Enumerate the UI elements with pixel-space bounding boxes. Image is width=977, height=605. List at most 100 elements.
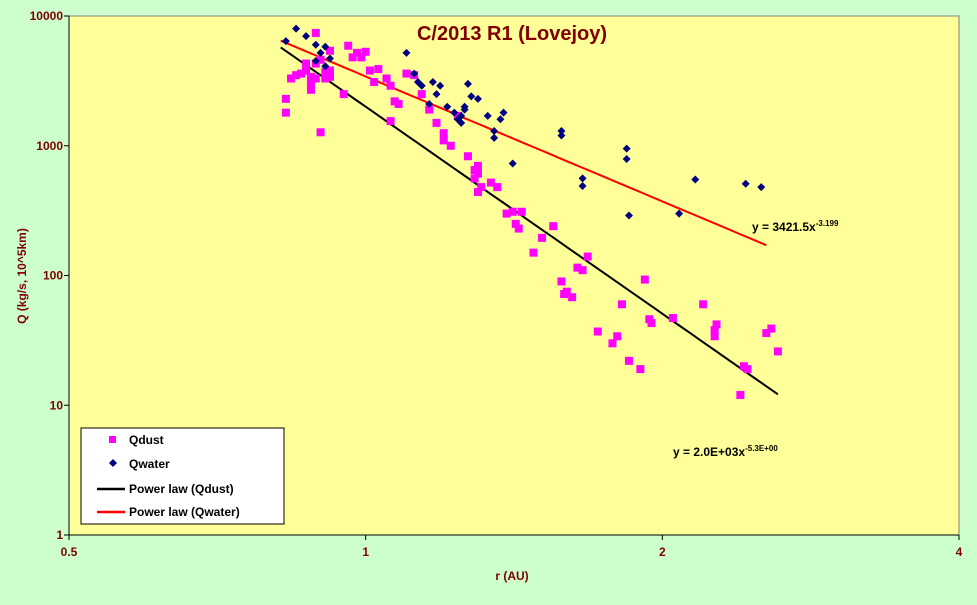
qdust-point	[477, 183, 486, 192]
qdust-point	[316, 55, 325, 64]
qwater-point	[622, 155, 631, 164]
qdust-point	[549, 222, 558, 231]
qwater-point	[410, 69, 419, 78]
qdust-point	[767, 324, 776, 333]
qdust-point	[517, 207, 526, 216]
qwater-point	[316, 48, 325, 57]
qdust-point	[306, 79, 315, 88]
qwater-point	[757, 183, 766, 192]
qwater-point	[741, 179, 750, 188]
qdust-point	[624, 356, 633, 365]
qdust-point	[306, 85, 315, 94]
qdust-point	[325, 72, 334, 81]
points-layer	[281, 24, 782, 399]
qwater-point	[311, 40, 320, 49]
qdust-point	[578, 266, 587, 275]
qdust-point	[287, 74, 296, 83]
qwater-point	[496, 115, 505, 124]
qdust-point	[321, 74, 330, 83]
water-fit-equation-base: y = 3421.5x	[752, 220, 816, 234]
qdust-point	[365, 66, 374, 75]
x-tick-label: 1	[362, 545, 369, 559]
qwater-point	[557, 126, 566, 135]
qwater-point	[457, 111, 466, 120]
qdust-point	[710, 332, 719, 341]
qdust-point	[699, 300, 708, 309]
water-fit-line	[280, 39, 767, 247]
qdust-point	[321, 68, 330, 77]
qdust-point	[710, 326, 719, 335]
qdust-point	[736, 390, 745, 399]
qwater-point	[425, 99, 434, 108]
qwater-point	[428, 77, 437, 86]
qdust-point	[617, 300, 626, 309]
x-tick-label: 4	[956, 545, 963, 559]
qdust-point	[394, 99, 403, 108]
qdust-point	[511, 219, 520, 228]
qdust-point	[502, 209, 511, 218]
qdust-point	[292, 71, 301, 80]
axes-layer: 0.5 1 2 4 1 10 100 1000 10000	[30, 9, 963, 559]
qdust-point	[593, 327, 602, 336]
qdust-point	[562, 287, 571, 296]
qdust-point	[432, 118, 441, 127]
chart-title: C/2013 R1 (Lovejoy)	[417, 23, 607, 45]
qdust-point	[613, 332, 622, 341]
qdust-point	[773, 347, 782, 356]
qdust-point	[370, 77, 379, 86]
qwater-point	[675, 209, 684, 218]
qwater-point	[499, 108, 508, 117]
qdust-point	[583, 252, 592, 261]
x-tick-label: 2	[659, 545, 666, 559]
qwater-point	[460, 105, 469, 114]
qwater-point	[432, 90, 441, 99]
qdust-point	[281, 94, 290, 103]
legend-qwater-label: Qwater	[129, 457, 170, 471]
qdust-point	[573, 263, 582, 272]
qdust-point	[316, 128, 325, 137]
y-tick-label: 100	[43, 269, 63, 283]
legend: Qdust Qwater Power law (Qdust) Power law…	[80, 427, 285, 525]
qdust-point	[417, 90, 426, 99]
qdust-point	[297, 69, 306, 78]
qdust-point	[439, 129, 448, 138]
qwater-point	[467, 92, 476, 101]
qwater-point	[457, 118, 466, 127]
qdust-point	[348, 53, 357, 62]
legend-qdust-marker	[109, 436, 116, 443]
x-tick-label: 0.5	[61, 545, 78, 559]
qdust-point	[353, 48, 362, 57]
qwater-point	[325, 54, 334, 63]
qdust-point	[647, 319, 656, 328]
qwater-point	[624, 211, 633, 220]
qwater-point	[578, 174, 587, 183]
water-fit-equation-exponent: -3.199	[816, 219, 839, 228]
trendline-layer	[280, 39, 779, 396]
qwater-point	[443, 102, 452, 111]
qdust-point	[374, 65, 383, 74]
qdust-point	[357, 53, 366, 62]
qdust-point	[557, 277, 566, 286]
qdust-point	[640, 275, 649, 284]
legend-qwater-marker	[109, 459, 117, 467]
qwater-point	[508, 159, 517, 168]
dust-fit-equation: y = 2.0E+03x-5.3E+00	[673, 444, 778, 459]
y-tick-label: 10000	[30, 9, 64, 23]
qdust-point	[473, 169, 482, 178]
qwater-point	[473, 94, 482, 103]
qdust-point	[514, 224, 523, 233]
qwater-point	[490, 133, 499, 142]
dust-fit-equation-exponent: -5.3E+00	[745, 444, 778, 453]
legend-box	[80, 427, 285, 525]
qdust-point	[325, 46, 334, 55]
qdust-point	[302, 59, 311, 68]
qdust-point	[302, 66, 311, 75]
qdust-point	[311, 28, 320, 37]
qdust-point	[538, 233, 547, 242]
qwater-point	[490, 126, 499, 135]
qwater-point	[281, 37, 290, 46]
y-tick-label: 10	[50, 398, 64, 412]
qdust-point	[529, 248, 538, 257]
qdust-point	[339, 90, 348, 99]
